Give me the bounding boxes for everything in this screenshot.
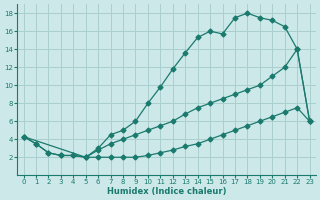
X-axis label: Humidex (Indice chaleur): Humidex (Indice chaleur) <box>107 187 226 196</box>
